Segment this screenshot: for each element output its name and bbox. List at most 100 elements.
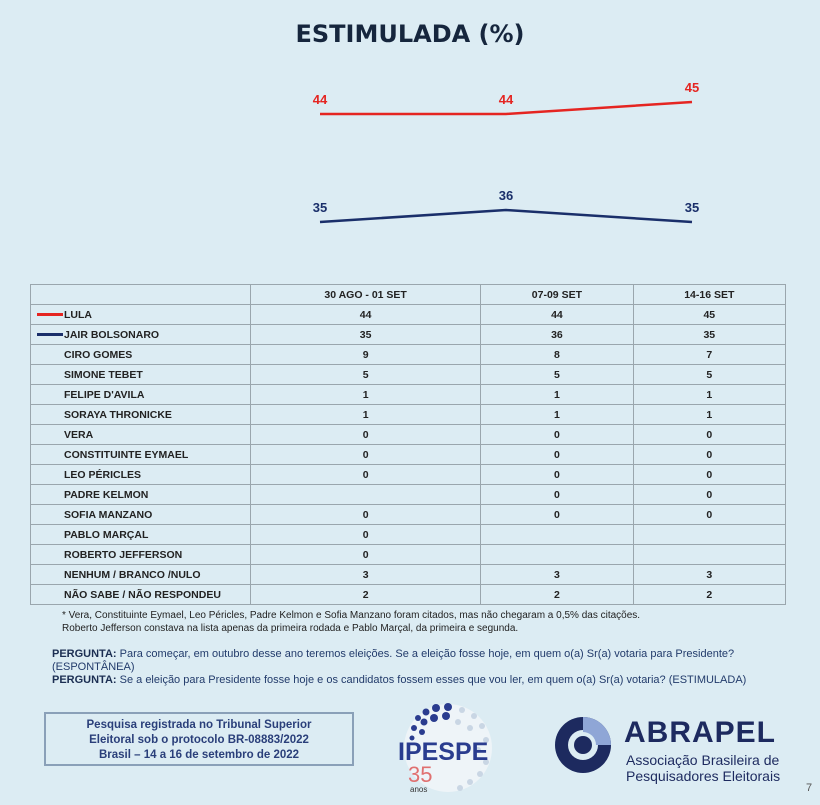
ipespe-anos-label: anos bbox=[410, 785, 428, 794]
candidate-name-cell: SOFIA MANZANO bbox=[30, 504, 251, 525]
candidate-name: SORAYA THRONICKE bbox=[64, 408, 172, 421]
table-row: NÃO SABE / NÃO RESPONDEU 2 2 2 bbox=[30, 584, 787, 605]
data-label: 44 bbox=[499, 92, 514, 107]
value-cell: 5 bbox=[480, 364, 634, 385]
value-cell: 8 bbox=[480, 344, 634, 365]
value-cell: 3 bbox=[480, 564, 634, 585]
registration-line-1: Pesquisa registrada no Tribunal Superior bbox=[86, 719, 312, 731]
value-cell: 0 bbox=[249, 424, 482, 445]
value-cell: 45 bbox=[632, 304, 787, 325]
candidate-name-cell: LEO PÉRICLES bbox=[30, 464, 251, 485]
candidate-name-cell: PADRE KELMON bbox=[30, 484, 251, 505]
value-cell: 0 bbox=[249, 444, 482, 465]
abrapel-name: ABRAPEL bbox=[624, 716, 777, 749]
table-row: VERA 0 0 0 bbox=[30, 424, 787, 445]
header-blank bbox=[30, 284, 251, 305]
footnotes: * Vera, Constituinte Eymael, Leo Péricle… bbox=[62, 609, 782, 635]
table-row: NENHUM / BRANCO /NULO 3 3 3 bbox=[30, 564, 787, 585]
candidate-name: PADRE KELMON bbox=[64, 488, 149, 501]
question-1-label: PERGUNTA: bbox=[52, 648, 117, 660]
question-2-text: Se a eleição para Presidente fosse hoje … bbox=[116, 674, 747, 686]
table-row: LULA 44 44 45 bbox=[30, 304, 787, 325]
candidate-name: SOFIA MANZANO bbox=[64, 508, 153, 521]
candidate-name-cell: CIRO GOMES bbox=[30, 344, 251, 365]
value-cell: 2 bbox=[632, 584, 787, 605]
value-cell: 0 bbox=[632, 484, 787, 505]
candidate-name: LEO PÉRICLES bbox=[64, 468, 142, 481]
series-line-0 bbox=[320, 100, 693, 116]
value-cell: 0 bbox=[632, 464, 787, 485]
candidate-name: NÃO SABE / NÃO RESPONDEU bbox=[64, 588, 221, 601]
candidate-name-cell: CONSTITUINTE EYMAEL bbox=[30, 444, 251, 465]
value-cell: 0 bbox=[480, 484, 634, 505]
candidate-name: ROBERTO JEFFERSON bbox=[64, 548, 183, 561]
value-cell: 1 bbox=[480, 404, 634, 425]
candidate-name: CONSTITUINTE EYMAEL bbox=[64, 448, 189, 461]
table-header-row: 30 AGO - 01 SET 07-09 SET 14-16 SET bbox=[30, 284, 787, 305]
table-row: SIMONE TEBET 5 5 5 bbox=[30, 364, 787, 385]
value-cell: 35 bbox=[632, 324, 787, 345]
candidate-name: JAIR BOLSONARO bbox=[64, 328, 160, 341]
table-row: CIRO GOMES 9 8 7 bbox=[30, 344, 787, 365]
value-cell: 0 bbox=[480, 424, 634, 445]
value-cell: 0 bbox=[249, 544, 482, 565]
table-row: CONSTITUINTE EYMAEL 0 0 0 bbox=[30, 444, 787, 465]
candidate-name: LULA bbox=[64, 308, 92, 321]
candidate-name-cell: LULA bbox=[30, 304, 251, 325]
page-number: 7 bbox=[806, 782, 813, 794]
table-row: JAIR BOLSONARO 35 36 35 bbox=[30, 324, 787, 345]
value-cell bbox=[632, 544, 787, 565]
candidate-name-cell: ROBERTO JEFFERSON bbox=[30, 544, 251, 565]
value-cell: 44 bbox=[249, 304, 482, 325]
candidate-name-cell: FELIPE D'AVILA bbox=[30, 384, 251, 405]
value-cell: 1 bbox=[249, 404, 482, 425]
table-row: PADRE KELMON 0 0 bbox=[30, 484, 787, 505]
candidate-name-cell: NÃO SABE / NÃO RESPONDEU bbox=[30, 584, 251, 605]
value-cell: 3 bbox=[632, 564, 787, 585]
candidate-name-cell: SIMONE TEBET bbox=[30, 364, 251, 385]
candidate-name-cell: JAIR BOLSONARO bbox=[30, 324, 251, 345]
value-cell: 0 bbox=[249, 524, 482, 545]
data-label: 36 bbox=[499, 188, 513, 203]
data-label: 45 bbox=[685, 80, 699, 95]
value-cell: 1 bbox=[632, 384, 787, 405]
data-label: 35 bbox=[313, 200, 327, 215]
questions: PERGUNTA: Para começar, em outubro desse… bbox=[52, 648, 792, 687]
value-cell: 36 bbox=[480, 324, 634, 345]
value-cell: 44 bbox=[480, 304, 634, 325]
candidate-name-cell: SORAYA THRONICKE bbox=[30, 404, 251, 425]
value-cell: 0 bbox=[249, 464, 482, 485]
table-row: ROBERTO JEFFERSON 0 bbox=[30, 544, 787, 565]
candidate-name: SIMONE TEBET bbox=[64, 368, 143, 381]
abrapel-subtitle-line-1: Associação Brasileira de bbox=[626, 752, 780, 768]
value-cell bbox=[480, 544, 634, 565]
value-cell bbox=[480, 524, 634, 545]
data-label: 44 bbox=[313, 92, 328, 107]
footnote-2: Roberto Jefferson constava na lista apen… bbox=[62, 623, 519, 634]
header-period-1: 30 AGO - 01 SET bbox=[249, 284, 482, 305]
series-line-1 bbox=[319, 208, 693, 224]
table-row: PABLO MARÇAL 0 bbox=[30, 524, 787, 545]
line-chart: 44 44 45 35 36 35 bbox=[313, 80, 699, 224]
question-2-label: PERGUNTA: bbox=[52, 674, 117, 686]
value-cell: 0 bbox=[249, 504, 482, 525]
value-cell: 0 bbox=[480, 444, 634, 465]
results-table: 30 AGO - 01 SET 07-09 SET 14-16 SET LULA… bbox=[30, 284, 787, 605]
value-cell: 0 bbox=[632, 504, 787, 525]
value-cell: 1 bbox=[249, 384, 482, 405]
candidate-name: FELIPE D'AVILA bbox=[64, 388, 145, 401]
candidate-name: NENHUM / BRANCO /NULO bbox=[64, 568, 201, 581]
candidate-name: PABLO MARÇAL bbox=[64, 528, 149, 541]
value-cell: 3 bbox=[249, 564, 482, 585]
registration-line-3: Brasil – 14 a 16 de setembro de 2022 bbox=[98, 749, 300, 761]
table-row: SOFIA MANZANO 0 0 0 bbox=[30, 504, 787, 525]
candidate-name-cell: PABLO MARÇAL bbox=[30, 524, 251, 545]
value-cell: 2 bbox=[480, 584, 634, 605]
candidate-name-cell: NENHUM / BRANCO /NULO bbox=[30, 564, 251, 585]
candidate-name: CIRO GOMES bbox=[64, 348, 133, 361]
table-row: FELIPE D'AVILA 1 1 1 bbox=[30, 384, 787, 405]
header-period-3: 14-16 SET bbox=[632, 284, 787, 305]
ipespe-logo-text: IPESPE bbox=[398, 738, 489, 766]
candidate-name: VERA bbox=[64, 428, 94, 441]
footnote-1: * Vera, Constituinte Eymael, Leo Péricle… bbox=[62, 610, 641, 621]
